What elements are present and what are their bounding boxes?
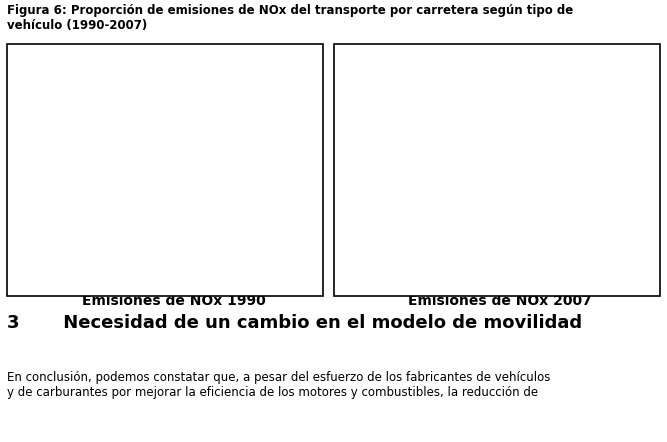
Text: Turismos
57,5%: Turismos 57,5% bbox=[147, 176, 209, 204]
Text: En conclusión, podemos constatar que, a pesar del esfuerzo de los fabricantes de: En conclusión, podemos constatar que, a … bbox=[7, 371, 550, 399]
Title: Emisiones de NOx 2007: Emisiones de NOx 2007 bbox=[408, 294, 592, 309]
Wedge shape bbox=[173, 75, 262, 213]
Text: pesados >
3,5 t y
autobuses
34,5 %: pesados > 3,5 t y autobuses 34,5 % bbox=[153, 108, 225, 166]
Text: 3       Necesidad de un cambio en el modelo de movilidad: 3 Necesidad de un cambio en el modelo de… bbox=[7, 314, 582, 332]
Text: Figura 6: Proporción de emisiones de NOx del transporte por carretera según tipo: Figura 6: Proporción de emisiones de NOx… bbox=[7, 4, 573, 32]
Text: pesados >
3,5 t y
autobuses
38%: pesados > 3,5 t y autobuses 38% bbox=[486, 112, 559, 171]
Wedge shape bbox=[500, 75, 589, 228]
Text: Turismos
48%: Turismos 48% bbox=[474, 176, 536, 204]
Wedge shape bbox=[85, 86, 247, 252]
Text: Furgonetas
<3,5 t
8%: Furgonetas <3,5 t 8% bbox=[8, 133, 87, 176]
Wedge shape bbox=[131, 75, 173, 164]
Wedge shape bbox=[432, 75, 500, 164]
Text: Furgonetas
<3,5 t
14%: Furgonetas <3,5 t 14% bbox=[339, 105, 418, 148]
Wedge shape bbox=[412, 107, 561, 252]
Title: Emisiones de NOx 1990: Emisiones de NOx 1990 bbox=[81, 294, 265, 309]
